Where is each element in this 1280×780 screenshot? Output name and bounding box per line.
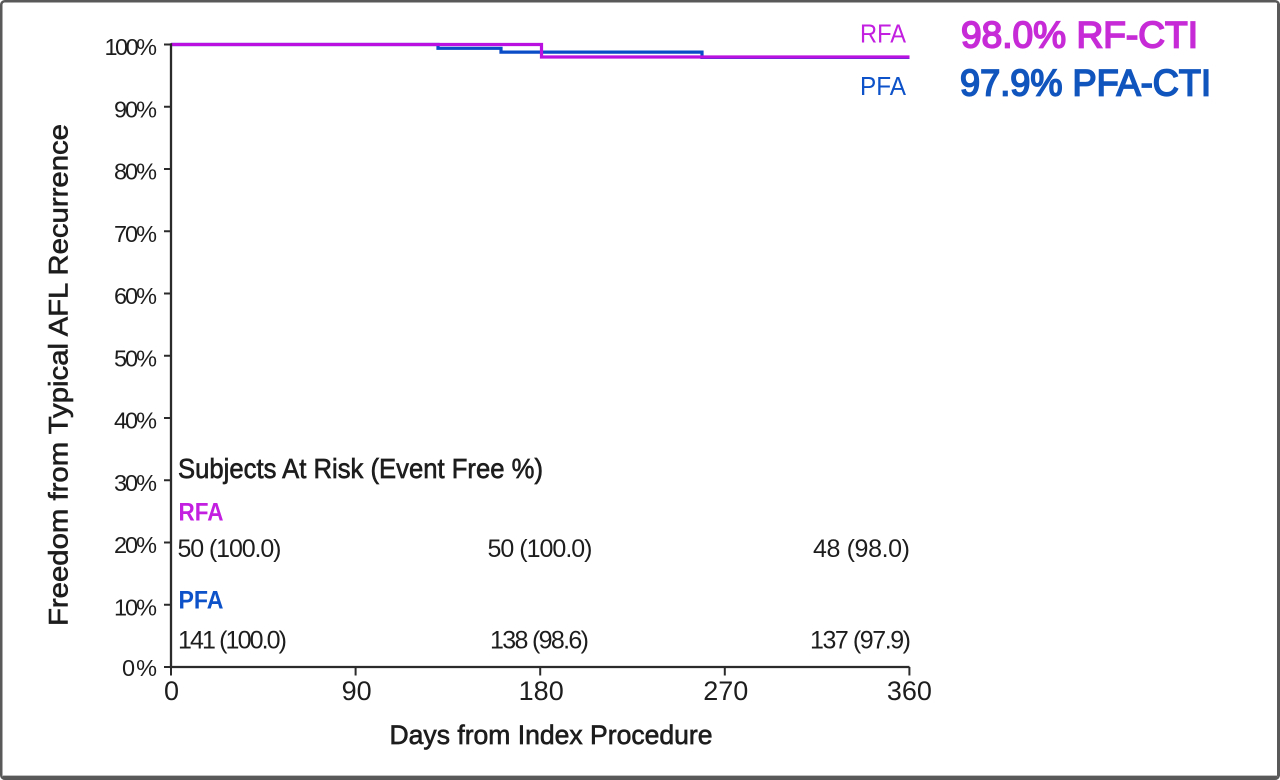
svg-text:97.9% PFA-CTI: 97.9% PFA-CTI: [960, 63, 1211, 104]
svg-text:PFA: PFA: [860, 71, 907, 101]
svg-text:48 (98.0): 48 (98.0): [813, 535, 910, 563]
svg-text:PFA: PFA: [179, 587, 224, 615]
svg-text:Days from Index Procedure: Days from Index Procedure: [390, 720, 713, 750]
svg-text:60%: 60%: [114, 283, 157, 309]
svg-text:80%: 80%: [114, 159, 157, 185]
svg-text:138 (98.6): 138 (98.6): [490, 627, 589, 655]
svg-text:Freedom from Typical AFL Recur: Freedom from Typical AFL Recurrence: [44, 124, 74, 626]
svg-text:RFA: RFA: [860, 19, 907, 49]
svg-text:360: 360: [887, 676, 932, 706]
svg-text:50 (100.0): 50 (100.0): [488, 535, 593, 563]
svg-text:RFA: RFA: [179, 499, 224, 527]
svg-text:20%: 20%: [114, 532, 157, 558]
svg-text:98.0% RF-CTI: 98.0% RF-CTI: [961, 15, 1198, 56]
svg-text:141 (100.0): 141 (100.0): [178, 627, 287, 655]
svg-text:180: 180: [519, 676, 564, 706]
svg-text:40%: 40%: [114, 408, 157, 434]
svg-text:50%: 50%: [114, 345, 157, 371]
svg-text:30%: 30%: [114, 470, 157, 496]
svg-text:10%: 10%: [114, 594, 157, 620]
svg-text:0: 0: [164, 676, 179, 706]
svg-text:100%: 100%: [105, 34, 158, 60]
svg-text:270: 270: [703, 676, 748, 706]
svg-text:137 (97.9): 137 (97.9): [810, 627, 911, 655]
svg-text:Subjects At Risk (Event Free %: Subjects At Risk (Event Free %): [178, 453, 543, 484]
svg-text:90: 90: [342, 676, 372, 706]
svg-text:70%: 70%: [114, 221, 157, 247]
svg-text:50 (100.0): 50 (100.0): [178, 535, 282, 563]
svg-text:0%: 0%: [122, 655, 157, 681]
svg-text:90%: 90%: [114, 96, 157, 122]
